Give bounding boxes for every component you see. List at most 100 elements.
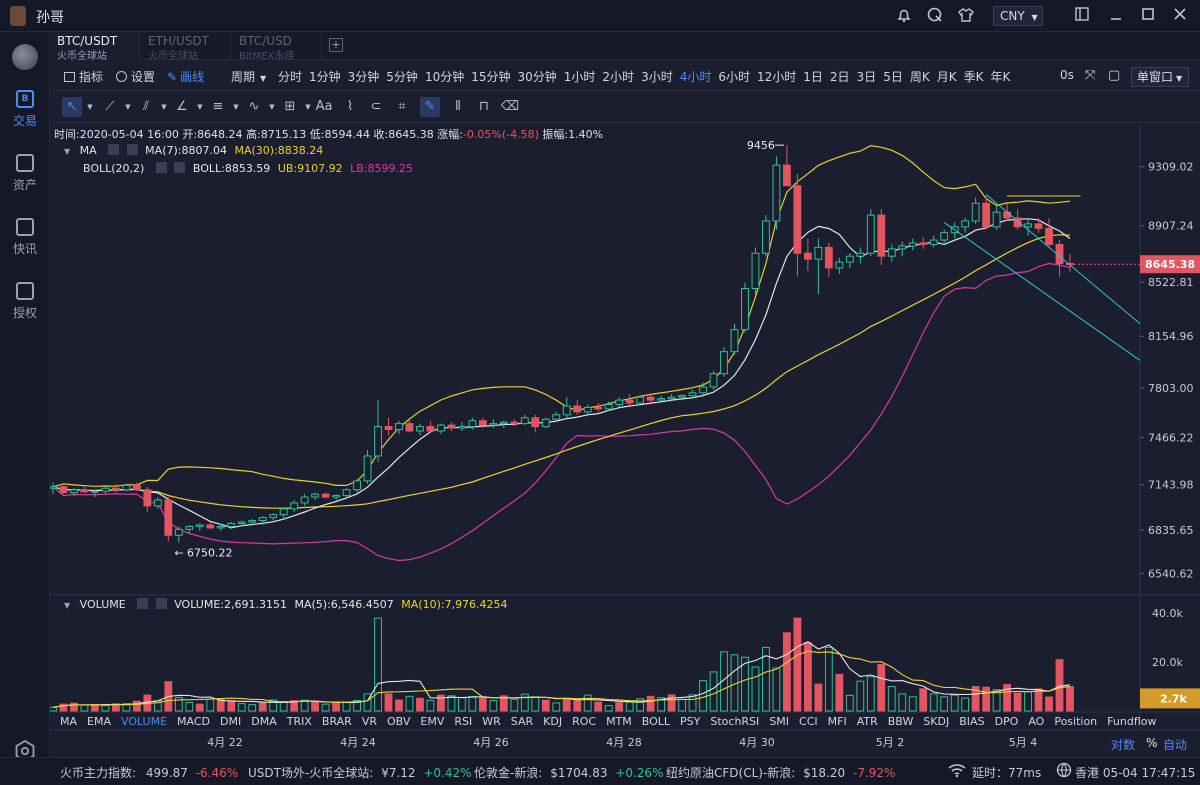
chevron-down-icon[interactable]: ▼ xyxy=(64,147,71,156)
close-icon[interactable] xyxy=(1171,7,1189,25)
sidebar-item-auth[interactable]: 授权 xyxy=(0,282,50,321)
tab-eth-usdt[interactable]: ETH/USDT 火币全球站 xyxy=(141,32,231,62)
sidebar-item-trade[interactable]: B 交易 xyxy=(0,90,50,129)
currency-select[interactable]: CNY ▼ xyxy=(993,6,1043,26)
chart-area[interactable]: 9309.02 8907.24 8522.81 8154.96 7803.00 7466.… xyxy=(49,124,1200,754)
indicator-tab-23[interactable]: ATR xyxy=(856,715,878,728)
period-12[interactable]: 12小时 xyxy=(756,70,797,84)
popout-icon[interactable] xyxy=(1073,7,1091,25)
search-icon[interactable] xyxy=(926,7,944,25)
line-tool-icon[interactable]: ⟋ xyxy=(105,99,115,114)
period-4[interactable]: 10分钟 xyxy=(424,70,465,84)
period-13[interactable]: 1日 xyxy=(803,70,823,84)
indicator-tab-28[interactable]: AO xyxy=(1028,715,1045,728)
chevron-down-icon[interactable]: ▼ xyxy=(197,103,203,111)
window-mode-select[interactable]: 单窗口 ▼ xyxy=(1131,67,1189,87)
period-15[interactable]: 3日 xyxy=(856,70,877,84)
sidebar-item-news[interactable]: 快讯 xyxy=(0,218,50,257)
period-2[interactable]: 3分钟 xyxy=(347,70,380,84)
gold-ticker[interactable]: 伦敦金-新浪: $1704.83 +0.26% xyxy=(474,764,663,781)
indicator-tab-19[interactable]: StochRSI xyxy=(710,715,760,728)
indicator-tab-3[interactable]: MACD xyxy=(177,715,211,728)
indicator-tab-25[interactable]: SKDJ xyxy=(923,715,950,728)
usdt-ticker[interactable]: USDT场外-火币全球站: ¥7.12 +0.42% xyxy=(248,764,472,781)
period-1[interactable]: 1分钟 xyxy=(309,70,341,84)
indicator-tab-10[interactable]: EMV xyxy=(420,715,445,728)
boll-settings-icon[interactable] xyxy=(155,162,167,173)
settings-button[interactable]: 设置 xyxy=(116,68,155,85)
volume-close-icon[interactable] xyxy=(155,598,167,609)
add-tab-button[interactable]: + xyxy=(329,38,343,52)
draw-button[interactable]: ✎ 画线 xyxy=(167,68,204,85)
oil-ticker[interactable]: 纽约原油CFD(CL)-新浪: $18.20 -7.92% xyxy=(666,764,895,781)
percent-scale-toggle[interactable]: % xyxy=(1146,736,1158,750)
indicator-tab-6[interactable]: TRIX xyxy=(286,715,312,728)
ma-close-icon[interactable] xyxy=(126,144,138,155)
period-5[interactable]: 15分钟 xyxy=(471,70,511,84)
indicator-tab-14[interactable]: KDJ xyxy=(543,715,563,728)
period-16[interactable]: 5日 xyxy=(883,70,903,84)
period-7[interactable]: 1小时 xyxy=(563,70,596,84)
period-3[interactable]: 5分钟 xyxy=(386,70,418,84)
shirt-icon[interactable] xyxy=(957,7,975,25)
indicator-tab-30[interactable]: Fundflow xyxy=(1107,715,1157,728)
ruler-icon[interactable]: ⌗ xyxy=(398,99,406,114)
chevron-down-icon[interactable]: ▼ xyxy=(305,103,311,111)
chevron-down-icon[interactable]: ▼ xyxy=(64,601,71,610)
indicator-tab-17[interactable]: BOLL xyxy=(641,715,671,728)
indicator-tab-8[interactable]: VR xyxy=(361,715,377,728)
period-17[interactable]: 周K xyxy=(909,70,930,84)
maximize-icon[interactable] xyxy=(1139,7,1157,25)
chevron-down-icon[interactable]: ▼ xyxy=(87,103,93,111)
indicator-tab-13[interactable]: SAR xyxy=(510,715,534,728)
tab-btc-usdt[interactable]: BTC/USDT 火币全球站 xyxy=(50,32,140,62)
bell-icon[interactable] xyxy=(895,7,913,25)
grid-tool-icon[interactable]: ⊞ xyxy=(284,99,296,114)
indicator-tab-4[interactable]: DMI xyxy=(220,715,242,728)
indicator-tab-27[interactable]: DPO xyxy=(994,715,1019,728)
period-20[interactable]: 年K xyxy=(990,70,1011,84)
indicator-tab-5[interactable]: DMA xyxy=(251,715,277,728)
tab-btc-usd[interactable]: BTC/USD BitMEX永续 xyxy=(232,32,322,62)
indicator-tab-18[interactable]: PSY xyxy=(680,715,701,728)
trash-icon[interactable]: ⌫ xyxy=(500,99,520,114)
candlestick-chart[interactable]: 9309.02 8907.24 8522.81 8154.96 7803.00 7466.… xyxy=(49,124,1200,754)
draw-mode-icon[interactable]: ✎ xyxy=(420,97,440,117)
indicator-tab-12[interactable]: WR xyxy=(482,715,501,728)
chevron-down-icon[interactable]: ▼ xyxy=(125,103,131,111)
indicator-tab-0[interactable]: MA xyxy=(60,715,78,728)
period-18[interactable]: 月K xyxy=(936,70,957,84)
wave-tool-icon[interactable]: ∿ xyxy=(248,99,260,114)
ma-settings-icon[interactable] xyxy=(108,144,120,155)
indicator-tab-16[interactable]: MTM xyxy=(606,715,632,728)
chevron-down-icon[interactable]: ▼ xyxy=(269,103,275,111)
indicator-tab-11[interactable]: RSI xyxy=(454,715,473,728)
fib-tool-icon[interactable]: ≡ xyxy=(212,99,224,114)
period-8[interactable]: 2小时 xyxy=(602,70,635,84)
chevron-down-icon[interactable]: ▼ xyxy=(161,103,167,111)
sidebar-item-assets[interactable]: 资产 xyxy=(0,154,50,193)
lock-icon[interactable]: ⊓ xyxy=(478,99,490,114)
indicator-tab-9[interactable]: OBV xyxy=(387,715,411,728)
volume-settings-icon[interactable] xyxy=(137,598,149,609)
chevron-down-icon[interactable]: ▼ xyxy=(233,103,239,111)
indicator-tab-1[interactable]: EMA xyxy=(87,715,111,728)
boll-close-icon[interactable] xyxy=(174,162,186,173)
indicator-button[interactable]: 指标 xyxy=(64,68,103,85)
indicator-tab-15[interactable]: ROC xyxy=(572,715,597,728)
period-11[interactable]: 6小时 xyxy=(718,70,750,84)
indicator-tab-20[interactable]: SMI xyxy=(769,715,790,728)
angle-tool-icon[interactable]: ∠ xyxy=(176,99,188,114)
indicator-tab-29[interactable]: Position xyxy=(1054,715,1098,728)
indicator-tab-26[interactable]: BIAS xyxy=(959,715,985,728)
auto-scale-toggle[interactable]: 自动 xyxy=(1163,738,1188,752)
index-ticker[interactable]: 火币主力指数: 499.87 -6.46% xyxy=(60,764,238,781)
indicator-tab-24[interactable]: BBW xyxy=(887,715,914,728)
minimize-icon[interactable] xyxy=(1107,7,1125,25)
candles-icon[interactable]: ⦀ xyxy=(455,99,461,114)
cursor-tool-icon[interactable]: ↖ xyxy=(62,97,82,117)
period-dropdown[interactable]: 周期 ▼ xyxy=(231,68,266,85)
period-0[interactable]: 分时 xyxy=(278,70,303,84)
period-6[interactable]: 30分钟 xyxy=(517,70,557,84)
text-tool-icon[interactable]: Aa xyxy=(315,99,333,114)
